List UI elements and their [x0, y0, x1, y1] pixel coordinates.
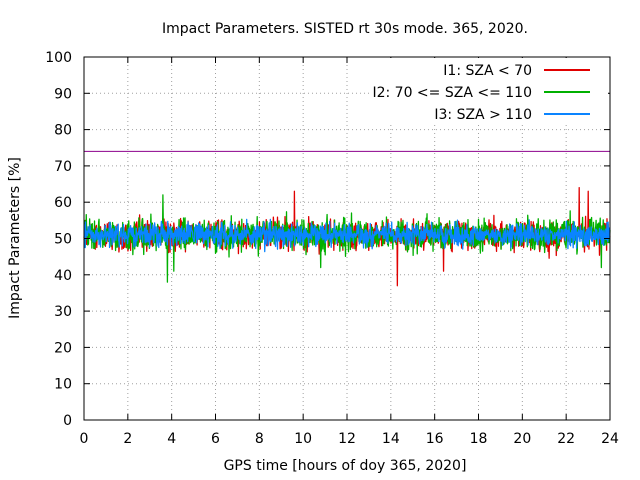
- y-tick-label: 30: [54, 304, 72, 320]
- legend-label: I1: SZA < 70: [443, 63, 532, 79]
- chart-title: Impact Parameters. SISTED rt 30s mode. 3…: [162, 21, 528, 37]
- x-tick-label: 14: [382, 431, 400, 447]
- x-tick-label: 12: [338, 431, 356, 447]
- x-tick-label: 16: [426, 431, 444, 447]
- x-tick-label: 22: [557, 431, 575, 447]
- y-tick-label: 90: [54, 86, 72, 102]
- y-tick-label: 100: [45, 50, 72, 66]
- x-tick-labels: 0 2 4 6 8 10 12 14 16 18 20 22 24: [80, 431, 619, 447]
- y-tick-label: 70: [54, 159, 72, 175]
- y-tick-label: 80: [54, 123, 72, 139]
- legend: I1: SZA < 70 I2: 70 <= SZA <= 110 I3: SZA …: [370, 58, 608, 123]
- x-tick-label: 18: [470, 431, 488, 447]
- legend-background: [370, 58, 608, 122]
- legend-label: I2: 70 <= SZA <= 110: [372, 85, 532, 101]
- series-line: [83, 218, 611, 253]
- y-tick-labels: 0 10 20 30 40 50 60 70 80 90 100: [45, 50, 72, 429]
- y-tick-label: 40: [54, 268, 72, 284]
- x-tick-label: 8: [255, 431, 264, 447]
- x-tick-label: 2: [123, 431, 132, 447]
- y-axis-label: Impact Parameters [%]: [7, 157, 23, 319]
- axis-ticks: [83, 56, 611, 421]
- y-tick-label: 0: [63, 413, 72, 429]
- x-tick-label: 24: [601, 431, 619, 447]
- x-axis-label: GPS time [hours of doy 365, 2020]: [224, 458, 467, 474]
- series-layer: [83, 187, 611, 287]
- y-tick-label: 20: [54, 340, 72, 356]
- y-tick-label: 10: [54, 377, 72, 393]
- x-tick-label: 0: [80, 431, 89, 447]
- y-tick-label: 50: [54, 232, 72, 248]
- legend-label: I3: SZA > 110: [434, 107, 532, 123]
- x-tick-label: 10: [294, 431, 312, 447]
- x-tick-label: 4: [167, 431, 176, 447]
- y-tick-label: 60: [54, 195, 72, 211]
- x-tick-label: 6: [211, 431, 220, 447]
- x-tick-label: 20: [513, 431, 531, 447]
